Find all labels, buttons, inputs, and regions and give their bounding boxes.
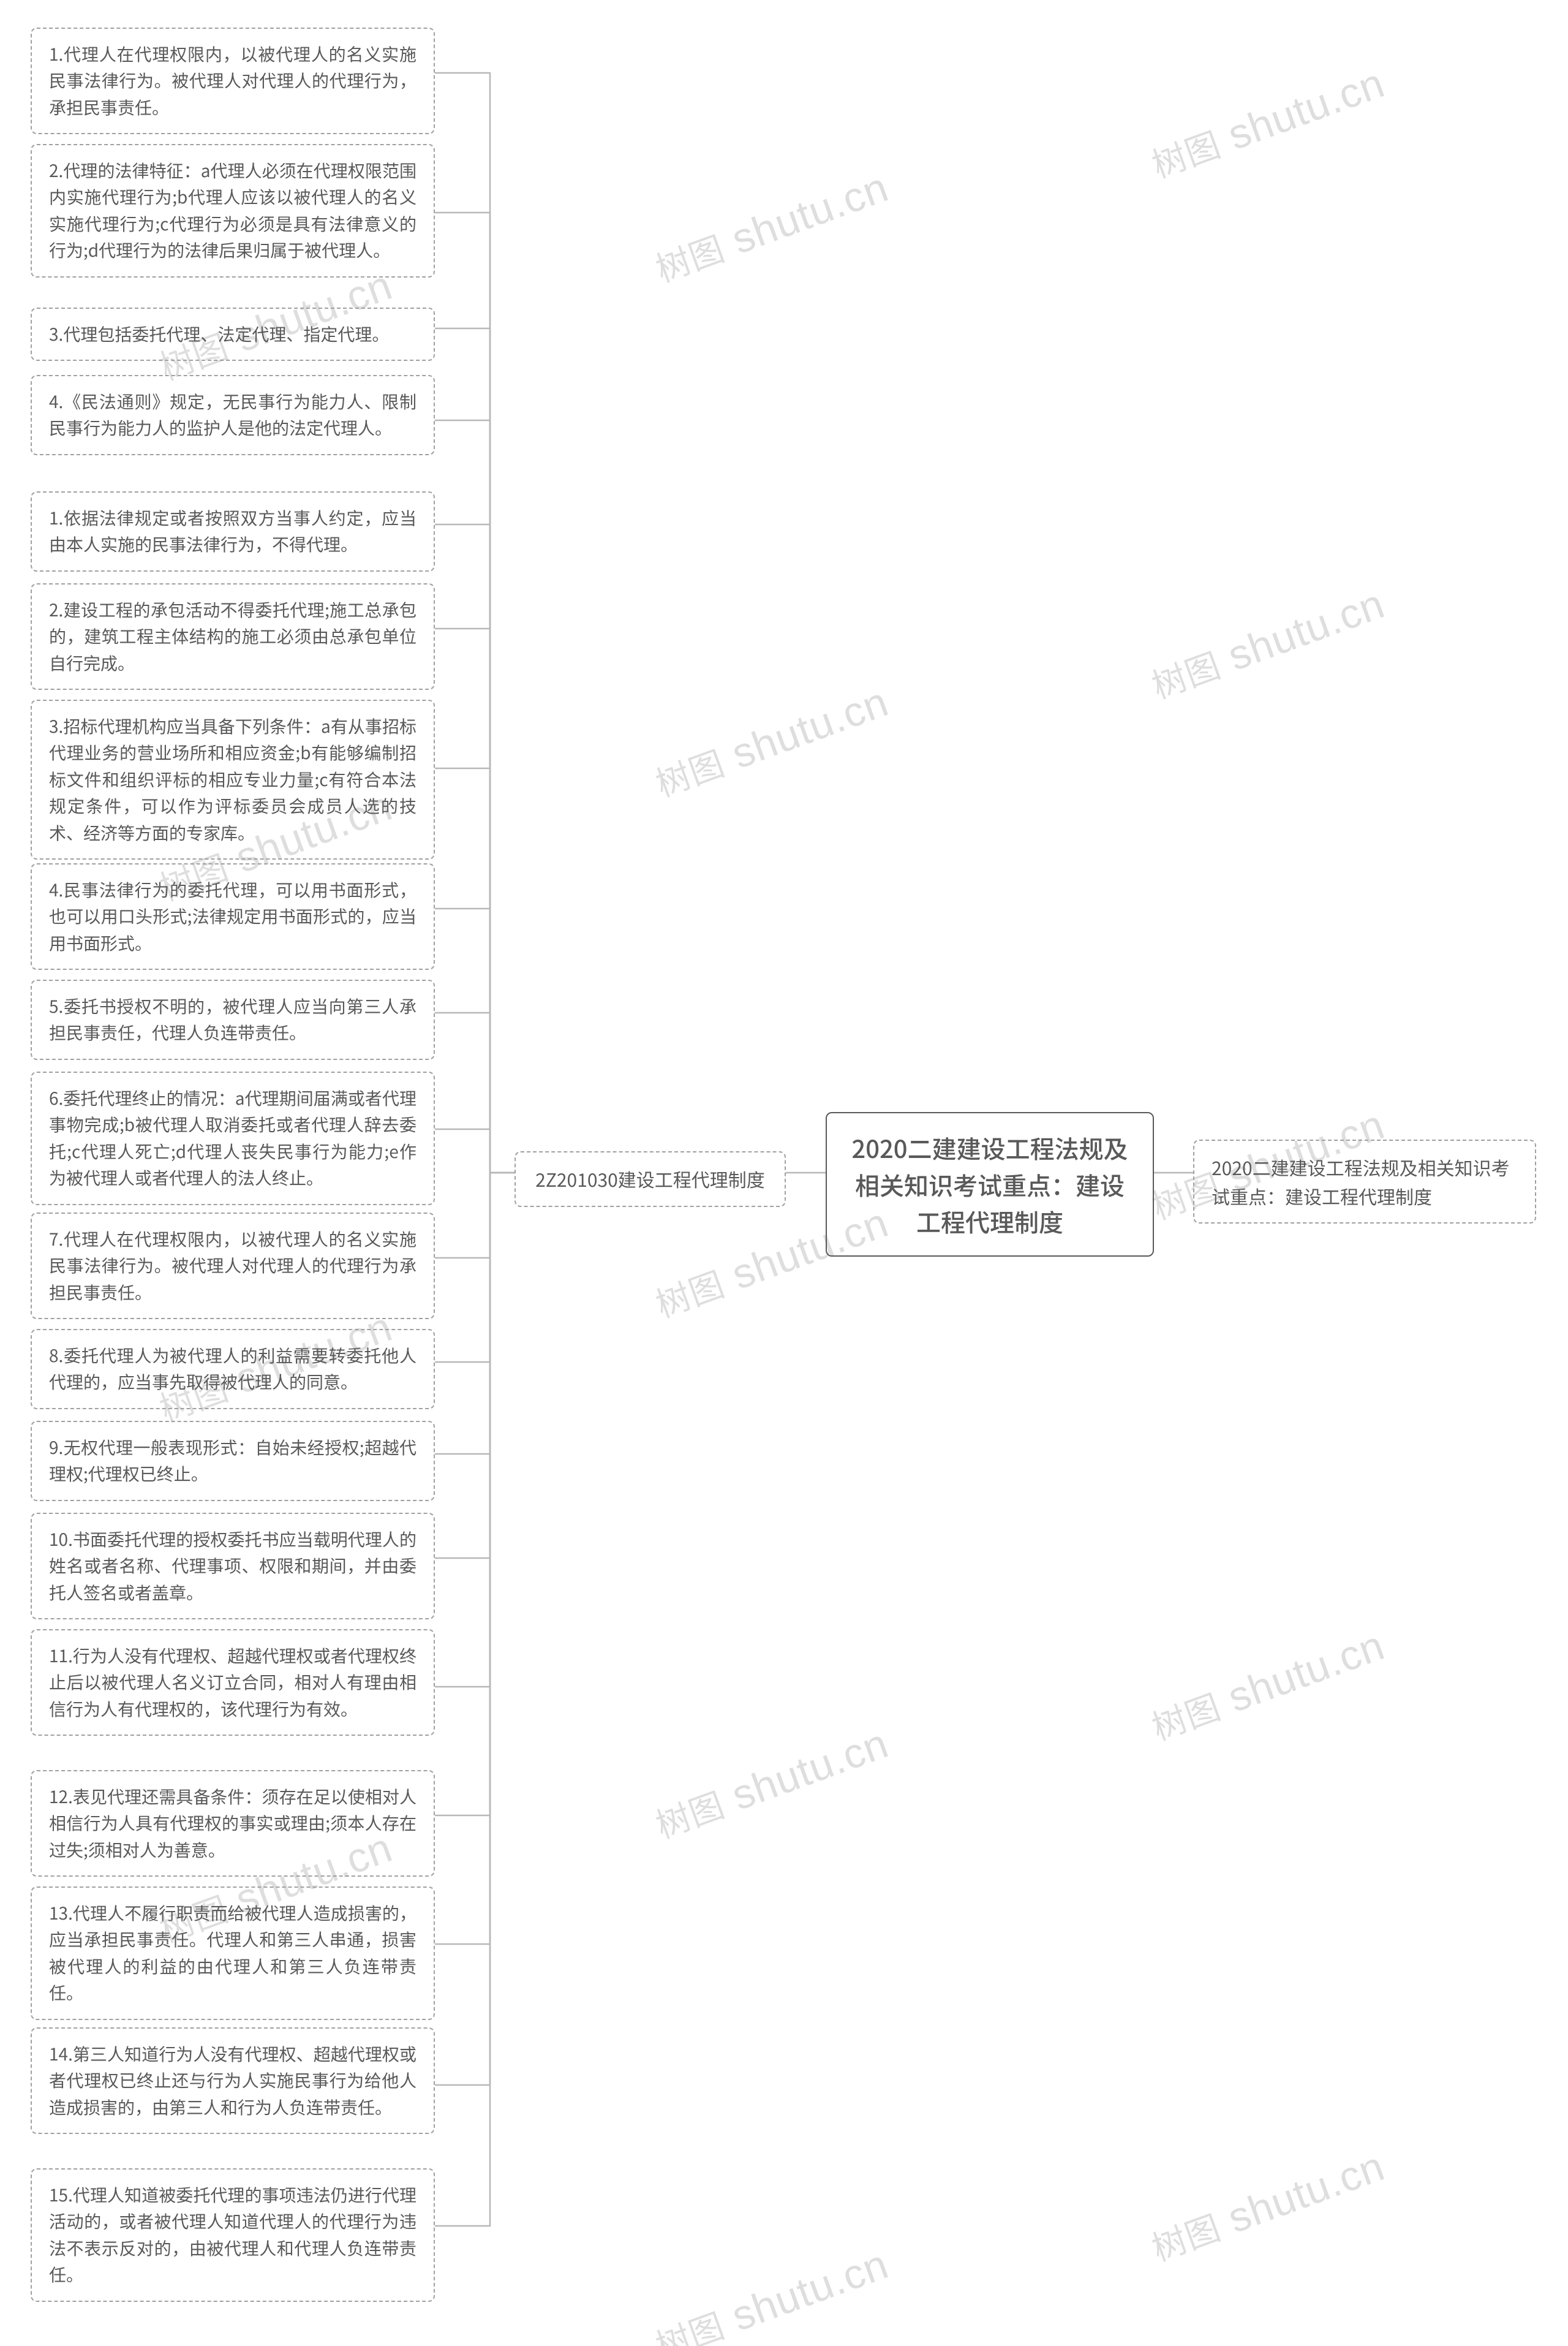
leaf-node[interactable]: 4.《民法通则》规定，无民事行为能力人、限制民事行为能力人的监护人是他的法定代理… xyxy=(31,375,435,455)
branch-node-left[interactable]: 2Z201030建设工程代理制度 xyxy=(514,1151,786,1207)
leaf-node[interactable]: 2.建设工程的承包活动不得委托代理;施工总承包的，建筑工程主体结构的施工必须由总… xyxy=(31,583,435,690)
watermark: 树图 shutu.cn xyxy=(1144,1620,1391,1750)
leaf-node[interactable]: 3.代理包括委托代理、法定代理、指定代理。 xyxy=(31,308,435,361)
leaf-node[interactable]: 8.委托代理人为被代理人的利益需要转委托他人代理的，应当事先取得被代理人的同意。 xyxy=(31,1329,435,1409)
leaf-node[interactable]: 1.依据法律规定或者按照双方当事人约定，应当由本人实施的民事法律行为，不得代理。 xyxy=(31,491,435,572)
leaf-node[interactable]: 4.民事法律行为的委托代理，可以用书面形式，也可以用口头形式;法律规定用书面形式… xyxy=(31,863,435,970)
watermark: 树图 shutu.cn xyxy=(1144,578,1391,709)
leaf-node[interactable]: 2.代理的法律特征：a代理人必须在代理权限范围内实施代理行为;b代理人应该以被代… xyxy=(31,144,435,278)
leaf-node[interactable]: 12.表见代理还需具备条件：须存在足以使相对人相信行为人具有代理权的事实或理由;… xyxy=(31,1770,435,1877)
leaf-node[interactable]: 1.代理人在代理权限内，以被代理人的名义实施民事法律行为。被代理人对代理人的代理… xyxy=(31,28,435,134)
leaf-node[interactable]: 10.书面委托代理的授权委托书应当载明代理人的姓名或者名称、代理事项、权限和期间… xyxy=(31,1513,435,1619)
leaf-node[interactable]: 15.代理人知道被委托代理的事项违法仍进行代理活动的，或者被代理人知道代理人的代… xyxy=(31,2168,435,2302)
watermark: 树图 shutu.cn xyxy=(1144,2141,1391,2271)
watermark: 树图 shutu.cn xyxy=(648,162,895,292)
leaf-node[interactable]: 13.代理人不履行职责而给被代理人造成损害的，应当承担民事责任。代理人和第三人串… xyxy=(31,1886,435,2020)
leaf-node[interactable]: 9.无权代理一般表现形式：自始未经授权;超越代理权;代理权已终止。 xyxy=(31,1421,435,1501)
leaf-node[interactable]: 5.委托书授权不明的，被代理人应当向第三人承担民事责任，代理人负连带责任。 xyxy=(31,980,435,1060)
root-node[interactable]: 2020二建建设工程法规及相关知识考试重点：建设工程代理制度 xyxy=(826,1112,1154,1257)
watermark: 树图 shutu.cn xyxy=(1144,58,1391,188)
watermark: 树图 shutu.cn xyxy=(648,2239,895,2346)
leaf-node[interactable]: 3.招标代理机构应当具备下列条件：a有从事招标代理业务的营业场所和相应资金;b有… xyxy=(31,700,435,860)
branch-node-right[interactable]: 2020二建建设工程法规及相关知识考试重点：建设工程代理制度 xyxy=(1193,1140,1536,1224)
watermark: 树图 shutu.cn xyxy=(648,1718,895,1848)
leaf-node[interactable]: 7.代理人在代理权限内，以被代理人的名义实施民事法律行为。被代理人对代理人的代理… xyxy=(31,1213,435,1319)
leaf-node[interactable]: 11.行为人没有代理权、超越代理权或者代理权终止后以被代理人名义订立合同，相对人… xyxy=(31,1629,435,1736)
watermark: 树图 shutu.cn xyxy=(648,676,895,807)
watermark: 树图 shutu.cn xyxy=(152,2343,399,2346)
leaf-node[interactable]: 6.委托代理终止的情况：a代理期间届满或者代理事物完成;b被代理人取消委托或者代… xyxy=(31,1072,435,1205)
leaf-node[interactable]: 14.第三人知道行为人没有代理权、超越代理权或者代理权已终止还与行为人实施民事行… xyxy=(31,2027,435,2134)
